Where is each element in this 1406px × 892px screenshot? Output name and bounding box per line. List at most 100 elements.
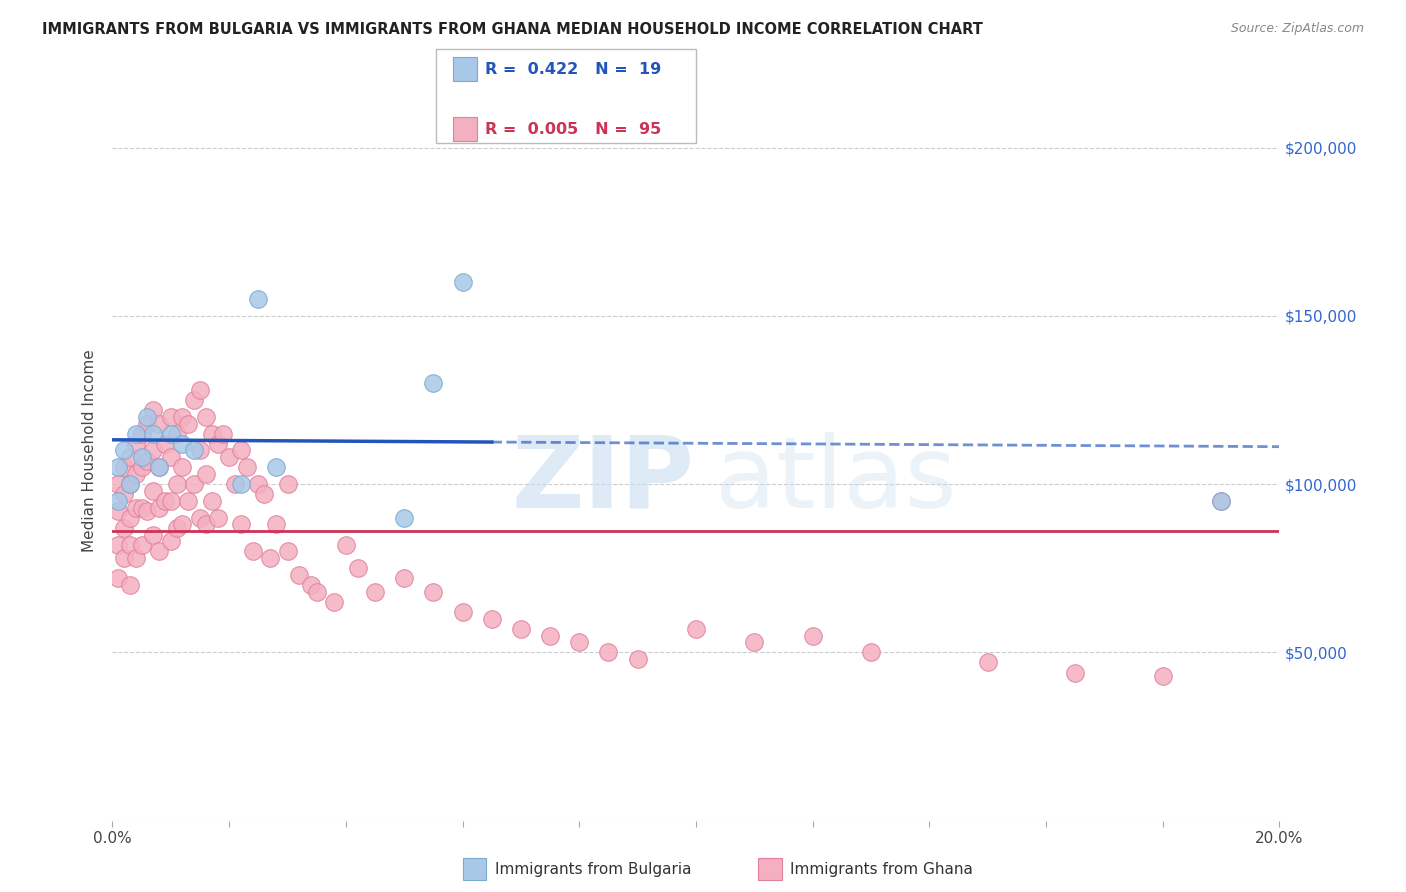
Point [264, 460, 287, 475]
Point [259, 551, 281, 566]
Text: ZIP: ZIP [512, 432, 695, 529]
Point [118, 578, 141, 592]
Point [1064, 665, 1087, 680]
Point [212, 426, 235, 441]
Point [299, 578, 322, 592]
Point [188, 383, 211, 397]
Point [160, 534, 183, 549]
Text: atlas: atlas [716, 432, 957, 529]
Point [183, 392, 205, 407]
Point [253, 487, 276, 501]
Point [142, 483, 165, 498]
Point [422, 376, 444, 391]
Point [107, 571, 129, 585]
Point [142, 426, 165, 441]
Point [142, 443, 165, 458]
Point [148, 460, 170, 475]
Point [118, 510, 141, 524]
Point [125, 436, 148, 450]
Point [742, 635, 765, 649]
Point [112, 521, 135, 535]
Point [568, 635, 591, 649]
Point [183, 477, 205, 491]
Point [107, 460, 129, 475]
Point [288, 568, 311, 582]
Point [598, 645, 620, 659]
Point [172, 409, 194, 424]
Point [218, 450, 240, 465]
Point [136, 417, 159, 431]
Point [131, 450, 153, 465]
Point [323, 595, 346, 609]
Point [509, 622, 531, 636]
Point [148, 460, 170, 475]
Point [118, 538, 141, 552]
Point [118, 477, 141, 491]
Text: Source: ZipAtlas.com: Source: ZipAtlas.com [1230, 22, 1364, 36]
Point [207, 510, 229, 524]
Point [112, 460, 135, 475]
Point [177, 417, 200, 431]
Point [131, 500, 153, 515]
Y-axis label: Median Household Income: Median Household Income [82, 349, 97, 552]
Point [172, 460, 194, 475]
Point [160, 450, 183, 465]
Point [201, 494, 224, 508]
Point [172, 517, 194, 532]
Point [201, 426, 224, 441]
Point [194, 409, 217, 424]
Point [451, 275, 474, 289]
Point [627, 652, 650, 666]
Text: Immigrants from Bulgaria: Immigrants from Bulgaria [495, 863, 692, 877]
Point [481, 612, 503, 626]
Point [160, 409, 183, 424]
Point [125, 426, 148, 441]
Point [194, 517, 217, 532]
Point [188, 510, 211, 524]
Point [160, 426, 183, 441]
Point [1209, 494, 1232, 508]
Point [194, 467, 217, 481]
Point [107, 494, 129, 508]
Point [685, 622, 707, 636]
Point [160, 494, 183, 508]
Point [148, 544, 170, 558]
Point [276, 477, 298, 491]
Point [451, 605, 474, 619]
Point [148, 417, 170, 431]
Point [229, 477, 252, 491]
Point [976, 656, 998, 670]
Point [131, 426, 153, 441]
Point [1152, 669, 1174, 683]
Point [107, 504, 129, 518]
Point [207, 436, 229, 450]
Point [112, 443, 135, 458]
Point [224, 477, 246, 491]
Text: R =  0.005   N =  95: R = 0.005 N = 95 [485, 122, 661, 136]
Point [394, 510, 416, 524]
Point [860, 645, 883, 659]
Point [235, 460, 257, 475]
Point [166, 477, 188, 491]
Point [153, 436, 176, 450]
Point [107, 477, 129, 491]
Point [131, 538, 153, 552]
Point [1209, 494, 1232, 508]
Point [305, 584, 328, 599]
Point [107, 538, 129, 552]
Point [136, 409, 159, 424]
Point [188, 443, 211, 458]
Point [142, 527, 165, 541]
Point [247, 292, 270, 306]
Point [177, 494, 200, 508]
Point [335, 538, 357, 552]
Point [801, 628, 824, 642]
Point [172, 436, 194, 450]
Point [364, 584, 387, 599]
Point [136, 504, 159, 518]
Point [166, 426, 188, 441]
Point [148, 500, 170, 515]
Point [118, 477, 141, 491]
Point [183, 443, 205, 458]
Point [125, 467, 148, 481]
